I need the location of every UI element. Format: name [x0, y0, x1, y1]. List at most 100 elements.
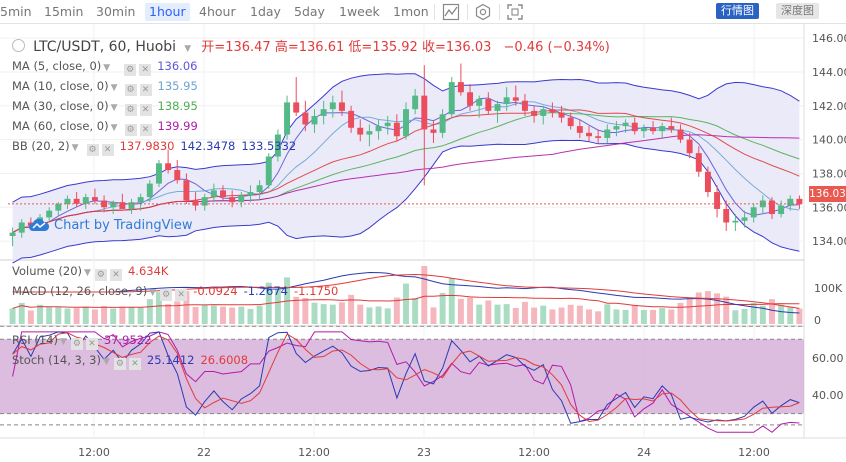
legend-ma60-value: 139.99	[157, 119, 198, 133]
candle-body	[256, 185, 263, 193]
settings-icon[interactable]: ⚙	[94, 269, 107, 281]
dropdown-icon[interactable]: ▼	[59, 337, 67, 347]
legend-ma60[interactable]: MA (60, close, 0) ▼ ⚙ ✕ 139.99	[12, 119, 198, 136]
candle-body	[650, 127, 657, 132]
settings-icon[interactable]: ⚙	[124, 84, 137, 96]
legend-stoch[interactable]: Stoch (14, 3, 3) ▼ ⚙ ✕ 25.1412 26.6008	[12, 353, 248, 370]
volume-bar	[55, 307, 62, 324]
timeframe-1mon[interactable]: 1mon	[393, 4, 429, 19]
candle-body	[521, 100, 528, 111]
tradingview-watermark[interactable]: Chart by TradingView	[28, 218, 192, 233]
candle-body	[210, 190, 217, 198]
close-icon[interactable]: ✕	[175, 289, 188, 301]
volume-bar	[531, 307, 538, 324]
symbol-header: LTC/USDT, 60, Huobi ▼ 开=136.47 高=136.61 …	[12, 38, 610, 58]
fullscreen-icon[interactable]	[506, 3, 524, 21]
timeframe-5min[interactable]: 5min	[0, 4, 32, 19]
volume-bar	[604, 304, 611, 324]
low-label: 低	[348, 40, 362, 55]
timeframe-1day[interactable]: 1day	[250, 4, 281, 19]
legend-ma30-name: MA (30, close, 0)	[12, 99, 109, 113]
legend-ma5[interactable]: MA (5, close, 0) ▼ ⚙ ✕ 136.06	[12, 59, 197, 76]
candle-body	[384, 122, 391, 127]
volume-bar	[82, 306, 89, 324]
candle-body	[201, 197, 208, 206]
candle-body	[119, 202, 126, 209]
settings-icon[interactable]	[474, 3, 492, 21]
candle-body	[430, 129, 437, 133]
legend-volume-value: 4.634K	[127, 264, 169, 278]
dropdown-icon[interactable]: ▼	[110, 103, 118, 113]
legend-rsi[interactable]: RSI (14) ▼ ⚙ ✕ 37.9522	[12, 333, 151, 350]
timeframe-1hour[interactable]: 1hour	[145, 3, 190, 21]
volume-bar	[485, 300, 492, 324]
price-chart[interactable]: 134.00 136.00 138.00 140.00 142.00 144.00 146.…	[0, 24, 846, 462]
timeframe-5day[interactable]: 5day	[294, 4, 325, 19]
dropdown-icon[interactable]: ▼	[110, 83, 118, 93]
candle-body	[247, 192, 254, 196]
close-icon[interactable]: ✕	[139, 124, 152, 136]
candle-body	[284, 102, 291, 135]
candle-body	[183, 180, 190, 201]
dropdown-icon[interactable]: ▼	[110, 123, 118, 133]
close-icon[interactable]: ✕	[139, 104, 152, 116]
volume-bar	[686, 298, 693, 324]
dropdown-icon[interactable]: ▼	[71, 143, 79, 153]
close-icon[interactable]: ✕	[139, 64, 152, 76]
indicators-icon[interactable]	[442, 3, 460, 21]
candle-body	[329, 102, 336, 110]
candle-body	[229, 197, 236, 203]
close-icon[interactable]: ✕	[128, 358, 141, 370]
close-icon[interactable]: ✕	[101, 144, 114, 156]
last-price-label: 136.03	[809, 186, 846, 202]
settings-icon[interactable]: ⚙	[70, 338, 83, 350]
dropdown-icon[interactable]: ▼	[103, 63, 111, 73]
close-icon[interactable]: ✕	[109, 269, 122, 281]
dropdown-icon[interactable]: ▼	[149, 288, 157, 298]
volume-bar	[631, 304, 638, 324]
settings-icon[interactable]: ⚙	[113, 358, 126, 370]
candle-body	[476, 99, 483, 106]
settings-icon[interactable]: ⚙	[124, 64, 137, 76]
volume-bar	[576, 305, 583, 324]
volume-bar	[293, 296, 300, 324]
volume-bar	[595, 311, 602, 324]
candle-body	[567, 117, 574, 127]
ohlc-values: 开=136.47 高=136.61 低=135.92 收=136.03	[201, 40, 492, 55]
volume-bar	[137, 307, 144, 324]
candle-body	[357, 127, 364, 135]
candle-body	[82, 197, 89, 204]
settings-icon[interactable]: ⚙	[86, 144, 99, 156]
close-icon[interactable]: ✕	[85, 338, 98, 350]
dropdown-icon[interactable]: ▼	[84, 268, 91, 278]
candle-body	[375, 126, 382, 132]
timeframe-1week[interactable]: 1week	[339, 4, 380, 19]
legend-ma30[interactable]: MA (30, close, 0) ▼ ⚙ ✕ 138.95	[12, 99, 198, 116]
volume-bar	[567, 304, 574, 324]
dropdown-icon[interactable]: ▼	[102, 357, 110, 367]
timeframe-15min[interactable]: 15min	[44, 4, 84, 19]
symbol-marker-icon	[12, 39, 25, 52]
legend-ma10-name: MA (10, close, 0)	[12, 79, 109, 93]
settings-icon[interactable]: ⚙	[160, 289, 173, 301]
settings-icon[interactable]: ⚙	[124, 104, 137, 116]
price-tick-label: 138.00	[812, 167, 846, 180]
legend-macd[interactable]: MACD (12, 26, close, 9) ▼ ⚙ ✕ -0.0924 -1.2674…	[12, 284, 338, 301]
legend-bb[interactable]: BB (20, 2) ▼ ⚙ ✕ 137.9830 142.3478 133.5332	[12, 139, 296, 156]
legend-ma10[interactable]: MA (10, close, 0) ▼ ⚙ ✕ 135.95	[12, 79, 198, 96]
tab-kline-chart[interactable]: 行情图	[716, 3, 759, 19]
time-tick-label: 12:00	[298, 446, 330, 459]
legend-volume[interactable]: Volume (20) ▼ ⚙ ✕ 4.634K	[12, 264, 168, 281]
volume-bar	[403, 283, 409, 324]
legend-rsi-value: 37.9522	[103, 333, 152, 347]
timeframe-30min[interactable]: 30min	[96, 4, 136, 19]
tab-depth-chart[interactable]: 深度图	[776, 3, 819, 19]
legend-bb-upper: 142.3478	[180, 139, 236, 153]
legend-macd-signal: -1.1750	[293, 284, 339, 298]
symbol-dropdown-icon[interactable]: ▼	[184, 44, 192, 54]
candle-body	[622, 122, 629, 127]
settings-icon[interactable]: ⚙	[124, 124, 137, 136]
osc-tick-label: 60.00	[812, 352, 844, 365]
timeframe-4hour[interactable]: 4hour	[199, 4, 236, 19]
close-icon[interactable]: ✕	[139, 84, 152, 96]
